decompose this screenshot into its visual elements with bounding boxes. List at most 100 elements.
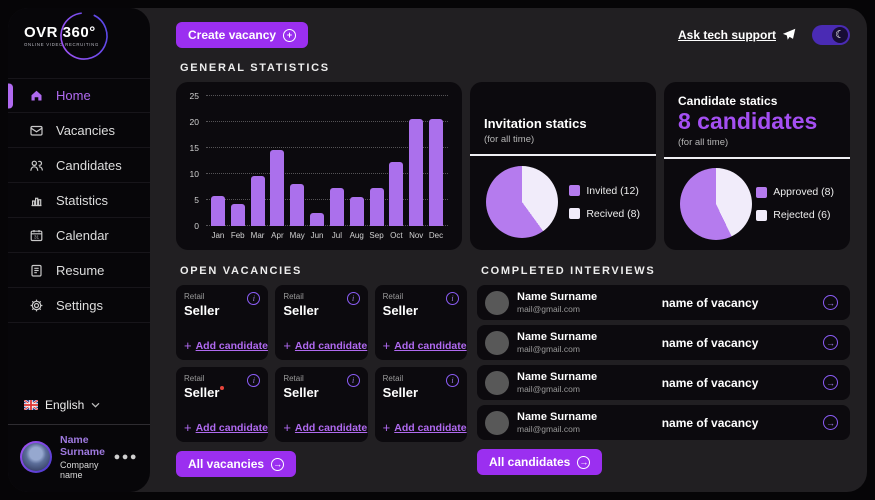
vacancy-name: name of vacancy <box>661 335 759 350</box>
alert-dot <box>220 386 225 390</box>
legend-swatch <box>569 208 581 219</box>
topbar: Create vacancy + Ask tech support ☾ <box>176 21 850 49</box>
interview-list: Name Surname mail@gmail.com name of vaca… <box>477 285 850 440</box>
sidebar-item-label: Resume <box>56 262 105 278</box>
all-candidates-label: All candidates <box>489 455 571 469</box>
app-window: OVR 360° ONLINE VIDEO RECRUITING Home Va… <box>8 8 867 492</box>
moon-icon: ☾ <box>832 27 848 43</box>
sidebar-item-statistics[interactable]: Statistics <box>8 183 150 218</box>
interview-row[interactable]: Name Surname mail@gmail.com name of vaca… <box>477 285 850 320</box>
vacancy-category: Retail <box>184 292 205 301</box>
candidate-statics-card: Candidate statics 8 candidates (for all … <box>664 82 850 250</box>
lower-section: OPEN VACANCIES Retail i Seller + Add cand… <box>176 252 850 477</box>
interview-row[interactable]: Name Surname mail@gmail.com name of vaca… <box>477 365 850 400</box>
candidates-icon <box>29 158 44 173</box>
all-candidates-button[interactable]: All candidates → <box>477 449 603 475</box>
vacancy-card[interactable]: Retail i Seller + Add candidate <box>275 285 368 360</box>
vacancy-card[interactable]: Retail i Seller + Add candidate <box>176 367 269 442</box>
vacancy-category: Retail <box>382 292 404 301</box>
active-indicator <box>8 83 13 108</box>
vacancy-card[interactable]: Retail i Seller + Add candidate <box>374 285 467 360</box>
sidebar-item-calendar[interactable]: 31 Calendar <box>8 218 150 253</box>
invitation-legend: Invited (12) Recived (8) <box>569 185 640 220</box>
user-profile[interactable]: Name Surname Company name ●●● <box>8 424 150 492</box>
open-vacancies-section: OPEN VACANCIES Retail i Seller + Add cand… <box>176 252 467 477</box>
bar <box>349 196 364 226</box>
language-selector[interactable]: English <box>8 390 150 424</box>
vacancy-title: Seller <box>382 303 419 318</box>
sidebar-item-label: Home <box>56 88 91 103</box>
vacancy-card[interactable]: Retail i Seller + Add candidate <box>176 285 269 360</box>
vacancies-icon <box>29 123 44 138</box>
general-statistics-title: GENERAL STATISTICS <box>180 62 330 74</box>
create-vacancy-label: Create vacancy <box>188 28 277 42</box>
bar <box>210 196 225 226</box>
arrow-right-circle-icon[interactable]: → <box>823 415 838 430</box>
add-candidate-link[interactable]: + Add candidate <box>283 338 368 353</box>
candidate-legend: Approved (8) Rejected (6) <box>756 186 834 221</box>
bar-chart-card: 0 5 10 15 20 25 Jan Feb Mar Apr May Jun Jul Aug Sep Oc… <box>176 82 462 250</box>
create-vacancy-button[interactable]: Create vacancy + <box>176 22 309 48</box>
info-icon[interactable]: i <box>346 292 360 305</box>
vacancy-title: Seller <box>283 303 319 318</box>
sidebar-item-label: Candidates <box>56 157 122 173</box>
bar-chart-x-labels: Jan Feb Mar Apr May Jun Jul Aug Sep Oct Nov Dec <box>211 231 444 240</box>
sidebar-item-resume[interactable]: Resume <box>8 253 150 288</box>
legend-label: Approved (8) <box>773 186 834 199</box>
arrow-right-circle-icon[interactable]: → <box>823 335 838 350</box>
sidebar-item-label: Calendar <box>56 227 109 243</box>
info-icon[interactable]: i <box>346 374 360 387</box>
dark-mode-toggle[interactable]: ☾ <box>812 25 850 45</box>
all-vacancies-button[interactable]: All vacancies → <box>176 451 297 477</box>
sidebar-item-candidates[interactable]: Candidates <box>8 148 150 183</box>
bar <box>290 184 305 226</box>
ask-tech-support-link[interactable]: Ask tech support <box>678 28 796 42</box>
vacancy-name: name of vacancy <box>661 295 759 310</box>
invitation-pie-chart <box>486 166 558 238</box>
arrow-right-circle-icon: → <box>271 457 285 471</box>
info-icon[interactable]: i <box>446 292 459 305</box>
legend-item: Rejected (6) <box>756 209 834 221</box>
arrow-right-circle-icon[interactable]: → <box>823 375 838 390</box>
candidate-name: Name Surname <box>517 291 598 303</box>
info-icon[interactable]: i <box>247 374 261 387</box>
completed-interviews-title: COMPLETED INTERVIEWS <box>481 265 656 277</box>
legend-item: Recived (8) <box>569 208 640 220</box>
bar <box>409 119 424 226</box>
info-icon[interactable]: i <box>247 292 261 305</box>
profile-menu-icon[interactable]: ●●● <box>113 451 138 463</box>
legend-label: Recived (8) <box>586 207 640 220</box>
bar <box>389 162 404 226</box>
candidate-subtitle: (for all time) <box>678 137 729 149</box>
vacancy-card[interactable]: Retail i Seller + Add candidate <box>275 367 368 442</box>
add-candidate-link[interactable]: + Add candidate <box>184 420 268 435</box>
vacancy-title: Seller <box>382 385 419 400</box>
add-candidate-link[interactable]: + Add candidate <box>184 338 268 353</box>
invitation-subtitle: (for all time) <box>484 134 535 145</box>
candidate-name: Name Surname <box>517 371 598 383</box>
avatar <box>485 290 509 315</box>
interview-row[interactable]: Name Surname mail@gmail.com name of vaca… <box>477 325 850 360</box>
sidebar: OVR 360° ONLINE VIDEO RECRUITING Home Va… <box>8 8 150 492</box>
vacancy-title: Seller <box>184 385 260 400</box>
sidebar-item-settings[interactable]: Settings <box>8 288 150 323</box>
sidebar-item-vacancies[interactable]: Vacancies <box>8 113 150 148</box>
add-candidate-link[interactable]: + Add candidate <box>283 420 368 435</box>
arrow-right-circle-icon[interactable]: → <box>823 295 838 310</box>
vacancy-category: Retail <box>382 374 404 383</box>
info-icon[interactable]: i <box>446 374 459 387</box>
candidate-pie-chart <box>680 167 752 240</box>
bar <box>369 188 384 226</box>
invitation-statics-card: Invitation statics (for all time) Invite… <box>470 82 656 250</box>
interview-row[interactable]: Name Surname mail@gmail.com name of vaca… <box>477 405 850 440</box>
sidebar-item-home[interactable]: Home <box>8 78 150 113</box>
add-candidate-link[interactable]: + Add candidate <box>382 338 467 353</box>
logo-subtitle: ONLINE VIDEO RECRUITING <box>24 42 100 47</box>
calendar-icon: 31 <box>29 228 44 243</box>
settings-icon <box>29 298 44 313</box>
sidebar-item-label: Settings <box>56 297 103 313</box>
add-candidate-link[interactable]: + Add candidate <box>382 420 467 435</box>
vacancy-title: Seller <box>184 303 220 318</box>
vacancy-title: Seller <box>283 385 319 400</box>
vacancy-card[interactable]: Retail i Seller + Add candidate <box>374 367 467 442</box>
